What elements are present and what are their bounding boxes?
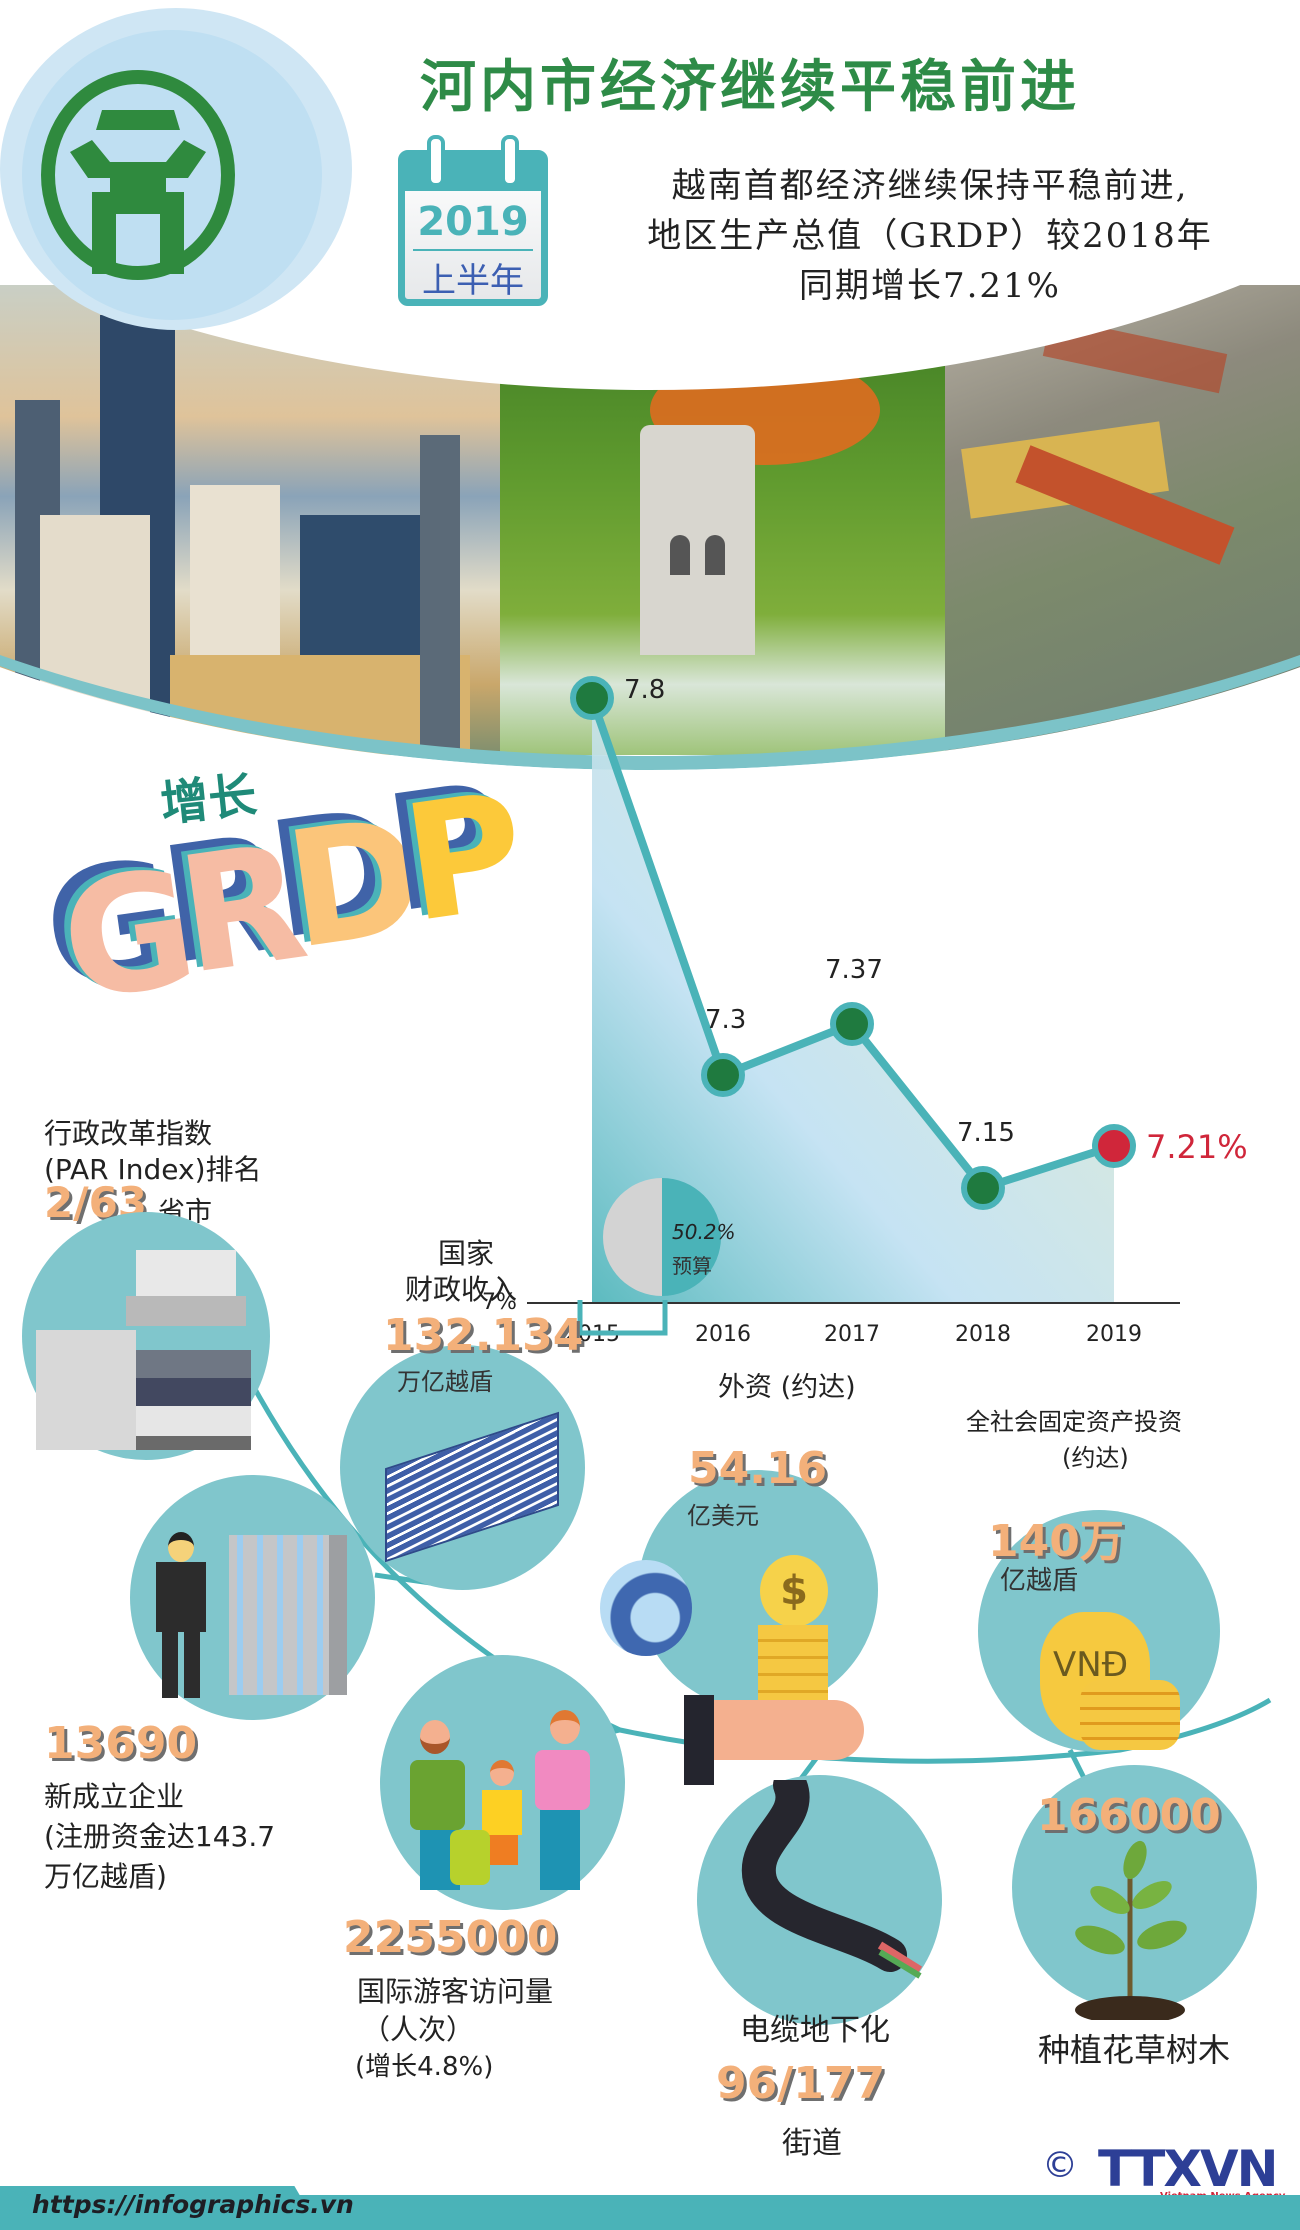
chart-value-2018: 7.15 [957, 1118, 1015, 1148]
trees-value: 166000 [1037, 1790, 1221, 1841]
cables-label: 电缆地下化 [740, 2013, 890, 2048]
chart-value-2019: 7.21% [1146, 1128, 1248, 1166]
budget-pie-chart [603, 1178, 721, 1296]
hanoi-logo-icon [40, 70, 236, 280]
footer-url-tab [0, 2186, 320, 2230]
fdi-value: 54.16 [688, 1443, 828, 1494]
globe-icon [600, 1560, 692, 1656]
enterprises-label-2: (注册资金达143.7 [44, 1820, 276, 1853]
budget-unit: 万亿越盾 [397, 1368, 493, 1396]
par-title-2: (PAR Index)排名 [44, 1153, 262, 1186]
calendar-period: 上半年 [422, 261, 524, 301]
budget-pie-label: 预算 [672, 1254, 712, 1278]
hand-icon [684, 1700, 864, 1760]
chart-value-2017: 7.37 [825, 955, 883, 985]
enterprises-value: 13690 [44, 1718, 198, 1769]
chart-x-label-2018: 2018 [955, 1322, 1011, 1347]
chart-y-baseline-label: 7% [482, 1290, 517, 1315]
fdi-title: 外资 (约达) [718, 1372, 856, 1403]
investment-value: 140万 [988, 1516, 1124, 1567]
grdp-line-chart [527, 676, 1180, 1304]
calendar-ring-left [427, 135, 445, 187]
par-title-1: 行政改革指数 [44, 1117, 213, 1150]
office-building-icon [229, 1535, 347, 1695]
tourists-label-1: 国际游客访问量 [357, 1975, 554, 2008]
chart-area-fill [592, 698, 1114, 1303]
investment-title-2: (约达) [1062, 1444, 1129, 1472]
calendar-year: 2019 [417, 199, 529, 245]
dollar-coin-icon: $ [760, 1555, 828, 1627]
calendar-badge: 2019 上半年 [398, 135, 548, 306]
gold-coins-icon [1080, 1680, 1180, 1750]
copyright-icon: © [1042, 2145, 1078, 2186]
sleeve-icon [684, 1695, 714, 1785]
enterprises-label-1: 新成立企业 [44, 1780, 185, 1813]
trees-label: 种植花草树木 [1038, 2031, 1231, 2069]
budget-title-2: 财政收入 [405, 1273, 518, 1306]
chart-x-label-2019: 2019 [1086, 1322, 1142, 1347]
fdi-unit: 亿美元 [687, 1502, 759, 1530]
cables-unit: 街道 [782, 2126, 842, 2161]
subtitle-line-3: 同期增长7.21% [798, 266, 1061, 306]
calendar-ring-right [501, 135, 519, 187]
page-title: 河内市经济继续平稳前进 [420, 55, 1080, 120]
paper-stack-icon [36, 1250, 276, 1450]
tourists-value: 2255000 [343, 1912, 558, 1963]
money-bag-label: VNĐ [1053, 1645, 1129, 1685]
ttxvn-logo: TTXVN [1098, 2140, 1278, 2198]
subtitle-line-2: 地区生产总值（GRDP）较2018年 [647, 216, 1213, 256]
footer-url[interactable]: https://infographics.vn [32, 2190, 354, 2219]
tourists-label-2: （人次） [362, 2013, 475, 2046]
chart-dots [570, 676, 1136, 1210]
budget-title-1: 国家 [438, 1237, 495, 1270]
chart-value-2015: 7.8 [624, 675, 666, 705]
budget-value: 132.134 [383, 1310, 584, 1361]
subtitle-line-1: 越南首都经济继续保持平稳前进, [671, 166, 1189, 206]
trees-circle [1012, 1765, 1257, 2010]
chart-x-label-2017: 2017 [824, 1322, 880, 1347]
businessman-icon [150, 1532, 210, 1702]
enterprises-label-3: 万亿越盾) [44, 1860, 167, 1893]
cable-icon [730, 1768, 930, 1980]
investment-title-1: 全社会固定资产投资 [966, 1408, 1182, 1436]
cables-value: 96/177 [716, 2058, 886, 2109]
traveling-family-icon [400, 1700, 610, 1900]
chart-x-label-2016: 2016 [695, 1322, 751, 1347]
sapling-icon [1070, 1840, 1190, 2024]
money-stack-icon [375, 1400, 570, 1563]
cables-circle [697, 1775, 942, 2025]
tourists-label-3: (增长4.8%) [355, 2052, 494, 2082]
investment-unit: 亿越盾 [1000, 1566, 1079, 1596]
budget-pie-percent: 50.2% [672, 1220, 736, 1244]
chart-value-2016: 7.3 [705, 1005, 747, 1035]
calendar-divider [413, 249, 533, 251]
